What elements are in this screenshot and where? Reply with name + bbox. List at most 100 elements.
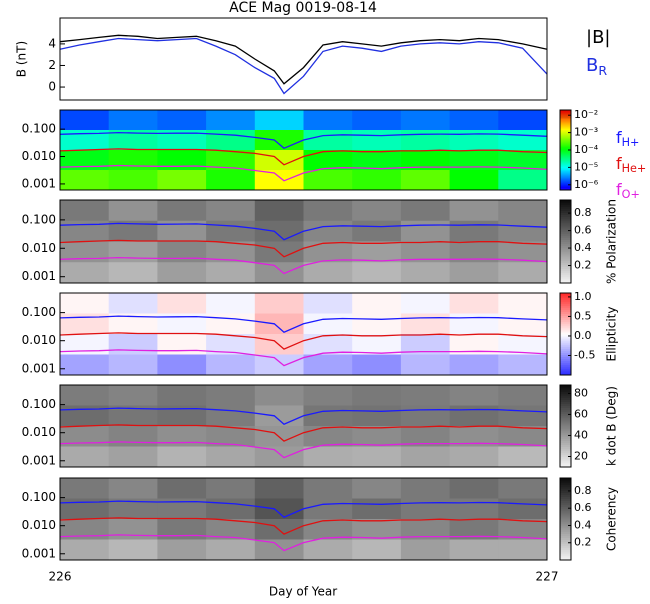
spectrogram-cell	[400, 220, 451, 242]
spectrogram-cell	[254, 220, 304, 242]
colorbar-tick-label: 80	[574, 386, 588, 399]
colorbar-cell	[560, 116, 571, 119]
spectrogram-cell	[498, 478, 548, 499]
colorbar-cell	[560, 334, 571, 337]
colorbar-cell	[560, 235, 571, 238]
colorbar-tick-label: 10⁻²	[574, 108, 598, 121]
legend-base: |B|	[586, 27, 610, 48]
colorbar-tick-label: 0.4	[574, 518, 592, 531]
spectrogram-cell	[108, 110, 158, 131]
spectrogram-cell	[108, 150, 158, 171]
colorbar-cell	[560, 122, 571, 125]
spectrogram-cell	[108, 539, 158, 561]
spectrogram-cell	[352, 170, 402, 191]
colorbar-cell	[560, 325, 571, 329]
colorbar-cell	[560, 531, 571, 534]
spectrogram-cell	[157, 539, 207, 561]
colorbar-cell	[560, 329, 571, 333]
colorbar-cell	[560, 226, 571, 230]
spectrogram-cell	[108, 426, 158, 447]
colorbar-cell	[560, 301, 571, 304]
colorbar-cell	[560, 545, 571, 549]
y-tick-label: 0.010	[22, 241, 56, 255]
y-tick-label: 0.001	[22, 176, 56, 190]
colorbar-cell	[560, 364, 571, 368]
colorbar-cell	[560, 295, 571, 298]
data-line	[59, 37, 548, 95]
spectrogram-cell	[303, 262, 353, 284]
colorbar-cell	[560, 510, 571, 514]
colorbar-cell	[560, 432, 571, 435]
colorbar-tick-label: 0.6	[574, 501, 592, 514]
spectrogram-cell	[352, 150, 402, 171]
spectrogram-cell	[157, 498, 207, 520]
colorbar-cell	[560, 356, 571, 360]
spectrogram-cell	[254, 385, 304, 406]
colorbar-cell	[560, 460, 571, 464]
spectrogram-cell	[498, 293, 548, 314]
spectrogram-cell	[449, 446, 499, 468]
colorbar-cell	[560, 401, 571, 404]
spectrogram-cell	[498, 385, 548, 406]
colorbar-tick-label: 0.6	[574, 224, 592, 237]
spectrogram-cell	[303, 313, 353, 335]
colorbar-tick-label: 10⁻⁵	[574, 160, 598, 173]
spectrogram-cell	[254, 405, 304, 427]
y-tick-label: 2	[48, 58, 56, 72]
spectrogram-cell	[303, 478, 353, 499]
x-tick-label: 227	[536, 570, 559, 584]
colorbar-cell	[560, 160, 571, 163]
spectrogram-cell	[254, 130, 304, 151]
y-tick-label: 0.010	[22, 518, 56, 532]
spectrogram-cell	[60, 130, 110, 151]
colorbar-cell	[560, 184, 571, 187]
spectrogram-cell	[60, 241, 110, 263]
colorbar-cell	[560, 216, 571, 220]
spectrogram-cell	[352, 293, 402, 314]
spectrogram-cell	[449, 405, 499, 427]
colorbar-cell	[560, 233, 571, 236]
colorbar-cell	[560, 174, 571, 177]
spectrogram-cell	[400, 519, 451, 540]
colorbar-cell	[560, 224, 571, 228]
spectrogram-cell	[400, 150, 451, 171]
gyrofrequency-line	[59, 164, 548, 182]
colorbar-cell	[560, 492, 571, 495]
colorbar-cell	[560, 393, 571, 396]
panel-frame	[59, 292, 548, 376]
spectrogram-cell	[498, 519, 548, 540]
spectrogram-cell	[108, 498, 158, 520]
colorbar-cell	[560, 148, 571, 151]
colorbar-cell	[560, 436, 571, 439]
colorbar-cell	[560, 352, 571, 355]
spectrogram-cell	[400, 385, 451, 406]
colorbar-cell	[560, 549, 571, 553]
spectrogram-cell	[157, 426, 207, 447]
spectrogram-cell	[400, 262, 451, 284]
colorbar-cell	[560, 370, 571, 374]
colorbar-cell	[560, 293, 571, 296]
spectrogram-cell	[303, 539, 353, 561]
colorbar-cell	[560, 162, 571, 165]
colorbar-cell	[560, 354, 571, 358]
colorbar-cell	[560, 307, 571, 310]
colorbar-cell	[560, 182, 571, 185]
spectrogram-cell	[60, 405, 110, 427]
spectrogram-cell	[206, 262, 256, 284]
spectrogram-cell	[303, 293, 353, 314]
colorbar-cell	[560, 188, 571, 191]
colorbar-cell	[560, 178, 571, 181]
colorbar-cell	[560, 450, 571, 454]
colorbar-label: Coherency	[605, 487, 619, 551]
legend-base: f	[616, 128, 622, 147]
panel-frame	[59, 109, 548, 191]
colorbar-cell	[560, 512, 571, 516]
colorbar-cell	[560, 350, 571, 353]
spectrogram-cell	[449, 110, 499, 131]
spectrogram-cell	[352, 110, 402, 131]
spectrogram-cell	[60, 426, 110, 447]
legend-label: fH+	[616, 128, 639, 150]
spectrogram-cell	[254, 262, 304, 284]
colorbar-tick-label: 10⁻³	[574, 126, 598, 139]
colorbar-cell	[560, 421, 571, 425]
